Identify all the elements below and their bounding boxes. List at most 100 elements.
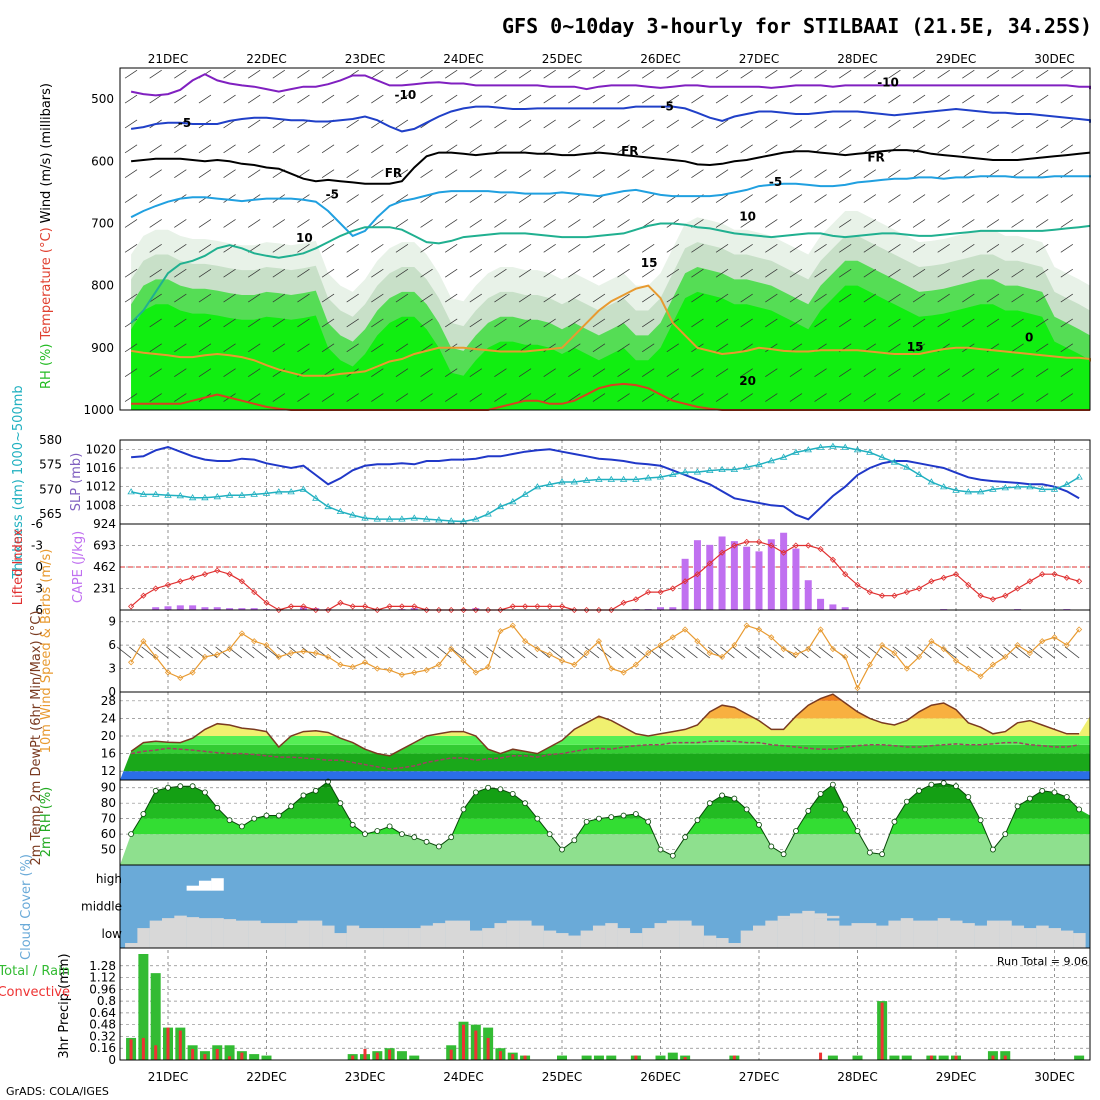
wind-barb — [568, 393, 581, 402]
wind-barb-10m — [757, 646, 772, 659]
lifted-y-tick-label: -6 — [31, 517, 43, 531]
wind-barb — [469, 169, 483, 179]
cloud-low-bar — [617, 928, 631, 948]
wind-barb-10m — [978, 646, 994, 659]
cloud-low-bar — [297, 920, 310, 948]
thickness-point — [669, 470, 677, 478]
thickness-point — [607, 475, 616, 482]
wind-barb — [888, 169, 901, 179]
wind-barb — [543, 219, 556, 228]
wind-barb — [641, 268, 655, 278]
cloud-low-bar — [445, 920, 458, 948]
wind-barb — [223, 69, 236, 79]
rh-2m-point — [608, 814, 615, 820]
precip-convective-bar — [498, 1051, 502, 1060]
wind-barb — [715, 244, 729, 253]
wind-barb — [617, 244, 630, 253]
cloud-low-bar — [937, 918, 951, 948]
wind-barb — [469, 94, 483, 104]
thickness-point — [903, 463, 911, 470]
rh-2m-point — [226, 817, 233, 824]
wind-speed-point — [189, 669, 196, 676]
cape-bar — [669, 607, 677, 610]
cape-bar — [213, 607, 221, 610]
thickness-point — [496, 502, 505, 510]
slp-line — [131, 445, 1080, 521]
dewpoint-2m-line — [130, 740, 1080, 770]
wind-barb — [1011, 219, 1024, 228]
precip-total-bar — [396, 1051, 407, 1060]
cloud-low-bar — [235, 920, 249, 948]
contour-label: 15 — [641, 256, 658, 270]
precip-total-bar — [557, 1055, 567, 1060]
cloud-low-bar — [543, 930, 557, 948]
wind-barb — [592, 318, 606, 328]
thickness-point — [706, 466, 714, 474]
wind-barb — [247, 119, 261, 129]
wind-speed-point — [916, 653, 923, 660]
thickness-y-tick-label: 570 — [39, 482, 62, 496]
wind-barb — [641, 293, 655, 303]
wind-barb — [666, 94, 680, 104]
wind-barb — [272, 144, 286, 154]
wind-barb — [592, 368, 606, 377]
rh-2m-point — [731, 795, 738, 802]
wind-barb — [666, 69, 680, 79]
wind-barb — [198, 293, 212, 303]
wind-speed-point — [780, 645, 787, 653]
lifted-index-point — [189, 574, 196, 581]
thickness-y-axis-label: Thickness (dm) 1000~500mb — [11, 385, 26, 579]
wind-barb — [198, 244, 212, 253]
wind-barb-10m — [252, 646, 267, 659]
lifted-y-tick-label: 3 — [35, 582, 43, 596]
precip-convective-bar — [191, 1048, 195, 1060]
wind-barb — [888, 318, 901, 328]
rh-2m-point — [1051, 789, 1058, 796]
wind-barb — [863, 169, 877, 179]
temp-contour--10 — [130, 73, 1091, 97]
precip-convective-bar — [474, 1030, 478, 1060]
wind-barb — [962, 119, 975, 129]
wind-barb — [420, 293, 433, 303]
wind-barb-10m — [867, 646, 883, 659]
rh-bands — [120, 781, 1090, 865]
rh-2m-point — [916, 787, 922, 794]
wind-barb — [937, 119, 950, 129]
wind-barb — [346, 393, 359, 402]
wind-barb — [174, 268, 187, 278]
wind-speed-point — [337, 661, 344, 668]
lifted-index-point — [288, 603, 295, 610]
wind-barb — [321, 169, 335, 179]
thickness-y-tick-label: 580 — [39, 433, 62, 447]
thickness-point — [829, 442, 837, 449]
wind-barb — [691, 119, 704, 129]
wind-barb — [863, 268, 877, 278]
wind-barb — [420, 244, 433, 253]
wind-speed-point — [251, 638, 258, 645]
wind-barb — [863, 119, 877, 129]
wind-barb — [124, 119, 138, 129]
precip-convective-bar — [240, 1052, 244, 1060]
wind-barb — [863, 318, 877, 328]
wind-speed-point — [854, 685, 861, 692]
rh-2m-point — [1063, 794, 1070, 800]
rh-2m-point — [312, 787, 319, 794]
wind-speed-point — [238, 630, 245, 637]
wind-barb — [617, 69, 630, 79]
wind-barb — [789, 244, 803, 253]
lifted-index-point — [485, 606, 492, 614]
lifted-index-point — [866, 589, 873, 596]
wind-barb — [765, 268, 778, 278]
wind-barb — [149, 393, 162, 402]
cloud-low-bar — [974, 925, 988, 948]
wind-barb — [617, 194, 630, 203]
wind-barb-10m — [424, 646, 440, 659]
lifted-index-point — [620, 599, 627, 606]
wind-barb — [814, 293, 827, 303]
thickness-point — [779, 453, 788, 460]
wind-speed-point — [977, 673, 984, 680]
wind-barb — [198, 194, 212, 203]
cloud-low-bar — [1060, 930, 1074, 948]
wind-speed-point — [940, 645, 947, 653]
wind-barb — [986, 194, 1000, 203]
